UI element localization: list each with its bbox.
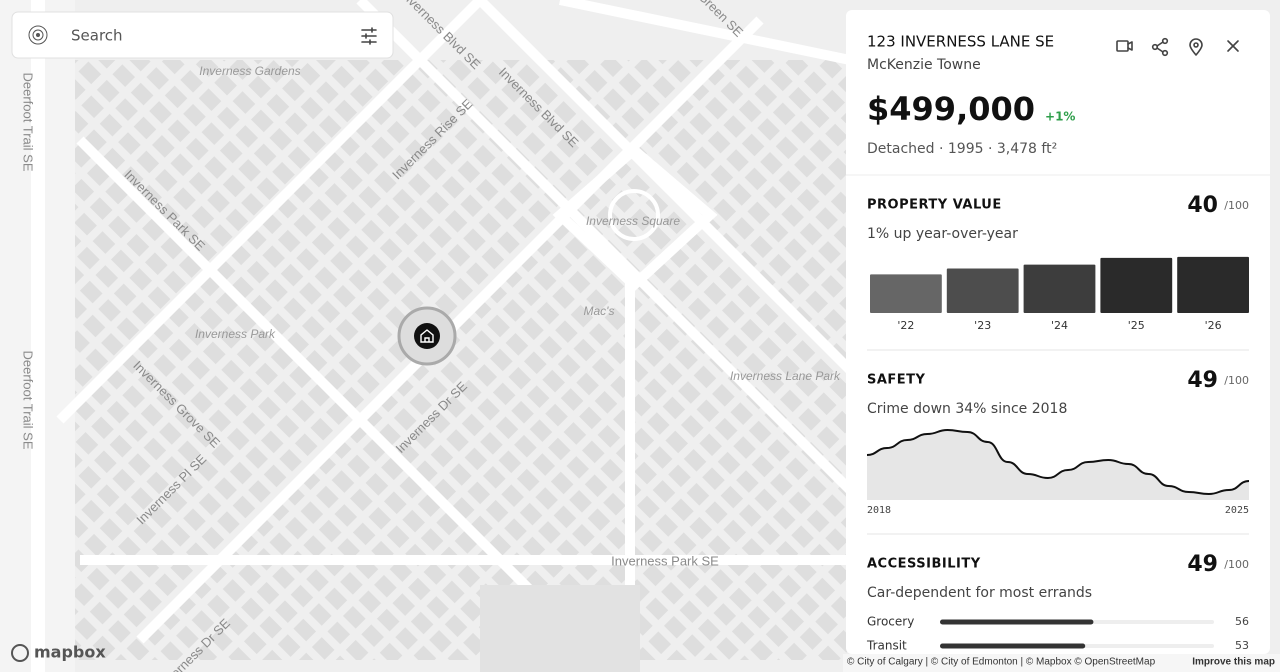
score: 49 bbox=[1187, 368, 1218, 393]
bar-label: '24 bbox=[1051, 319, 1068, 332]
value-bar bbox=[1023, 264, 1096, 313]
score-max: /100 bbox=[1224, 558, 1249, 571]
share-button[interactable] bbox=[1151, 37, 1169, 57]
bar-label: '23 bbox=[974, 319, 991, 332]
street-label: Deerfoot Trail SE bbox=[21, 351, 36, 450]
access-label: Grocery bbox=[867, 615, 914, 629]
toolbar bbox=[1116, 37, 1239, 57]
access-bar bbox=[940, 619, 1094, 625]
street-label: Inverness Park SE bbox=[611, 553, 719, 568]
filter-icon[interactable] bbox=[361, 27, 377, 45]
attribution-bg bbox=[843, 654, 1280, 672]
access-label: Transit bbox=[866, 639, 907, 653]
mapbox-logo[interactable]: mapbox bbox=[34, 643, 106, 662]
improve-map[interactable]: Improve this map bbox=[1192, 657, 1275, 668]
price-change: +1% bbox=[1045, 110, 1075, 124]
map-label: Inverness Square bbox=[586, 214, 680, 228]
score: 49 bbox=[1187, 552, 1218, 577]
attribution: © City of Calgary | © City of Edmonton |… bbox=[847, 657, 1156, 668]
map-label: Inverness Gardens bbox=[199, 64, 300, 78]
map-label: Mac's bbox=[584, 304, 615, 318]
video-button[interactable] bbox=[1116, 40, 1133, 52]
street-label: Deerfoot Trail SE bbox=[21, 73, 36, 172]
bar-label: '26 bbox=[1205, 319, 1222, 332]
score-max: /100 bbox=[1224, 199, 1249, 212]
close-button[interactable] bbox=[1227, 40, 1239, 52]
map-label: Inverness Lane Park bbox=[730, 369, 841, 383]
locate-button[interactable] bbox=[1189, 38, 1203, 56]
price: $499,000 bbox=[867, 90, 1035, 128]
x-end-label: 2025 bbox=[1225, 505, 1249, 516]
neighborhood: McKenzie Towne bbox=[867, 57, 981, 73]
bar-label: '22 bbox=[897, 319, 914, 332]
safety-line bbox=[866, 428, 1250, 496]
section-subtitle: Car-dependent for most errands bbox=[867, 585, 1092, 601]
access-value: 56 bbox=[1235, 615, 1249, 628]
x-start-label: 2018 bbox=[867, 505, 891, 516]
section-title: SAFETY bbox=[867, 373, 926, 388]
address: 123 INVERNESS LANE SE bbox=[867, 33, 1054, 51]
score: 40 bbox=[1187, 193, 1218, 218]
value-bar bbox=[1177, 256, 1249, 313]
section-subtitle: Crime down 34% since 2018 bbox=[867, 401, 1067, 417]
section-title: PROPERTY VALUE bbox=[867, 198, 1002, 213]
search-bar[interactable]: Search bbox=[11, 11, 394, 59]
section-title: ACCESSIBILITY bbox=[867, 557, 981, 572]
details: Detached · 1995 · 3,478 ft² bbox=[867, 141, 1057, 157]
safety-area bbox=[867, 430, 1249, 500]
section-subtitle: 1% up year-over-year bbox=[867, 226, 1018, 242]
value-bar bbox=[1100, 257, 1173, 313]
search-placeholder[interactable]: Search bbox=[71, 27, 123, 45]
value-bar bbox=[946, 268, 1019, 313]
map-label: Inverness Park bbox=[195, 327, 276, 341]
property-marker[interactable] bbox=[397, 306, 457, 366]
score-max: /100 bbox=[1224, 374, 1249, 387]
value-bar bbox=[870, 274, 942, 313]
mapbox-logo-icon bbox=[11, 644, 29, 662]
access-value: 53 bbox=[1235, 639, 1249, 652]
access-bar bbox=[940, 643, 1086, 649]
bar-label: '25 bbox=[1128, 319, 1145, 332]
